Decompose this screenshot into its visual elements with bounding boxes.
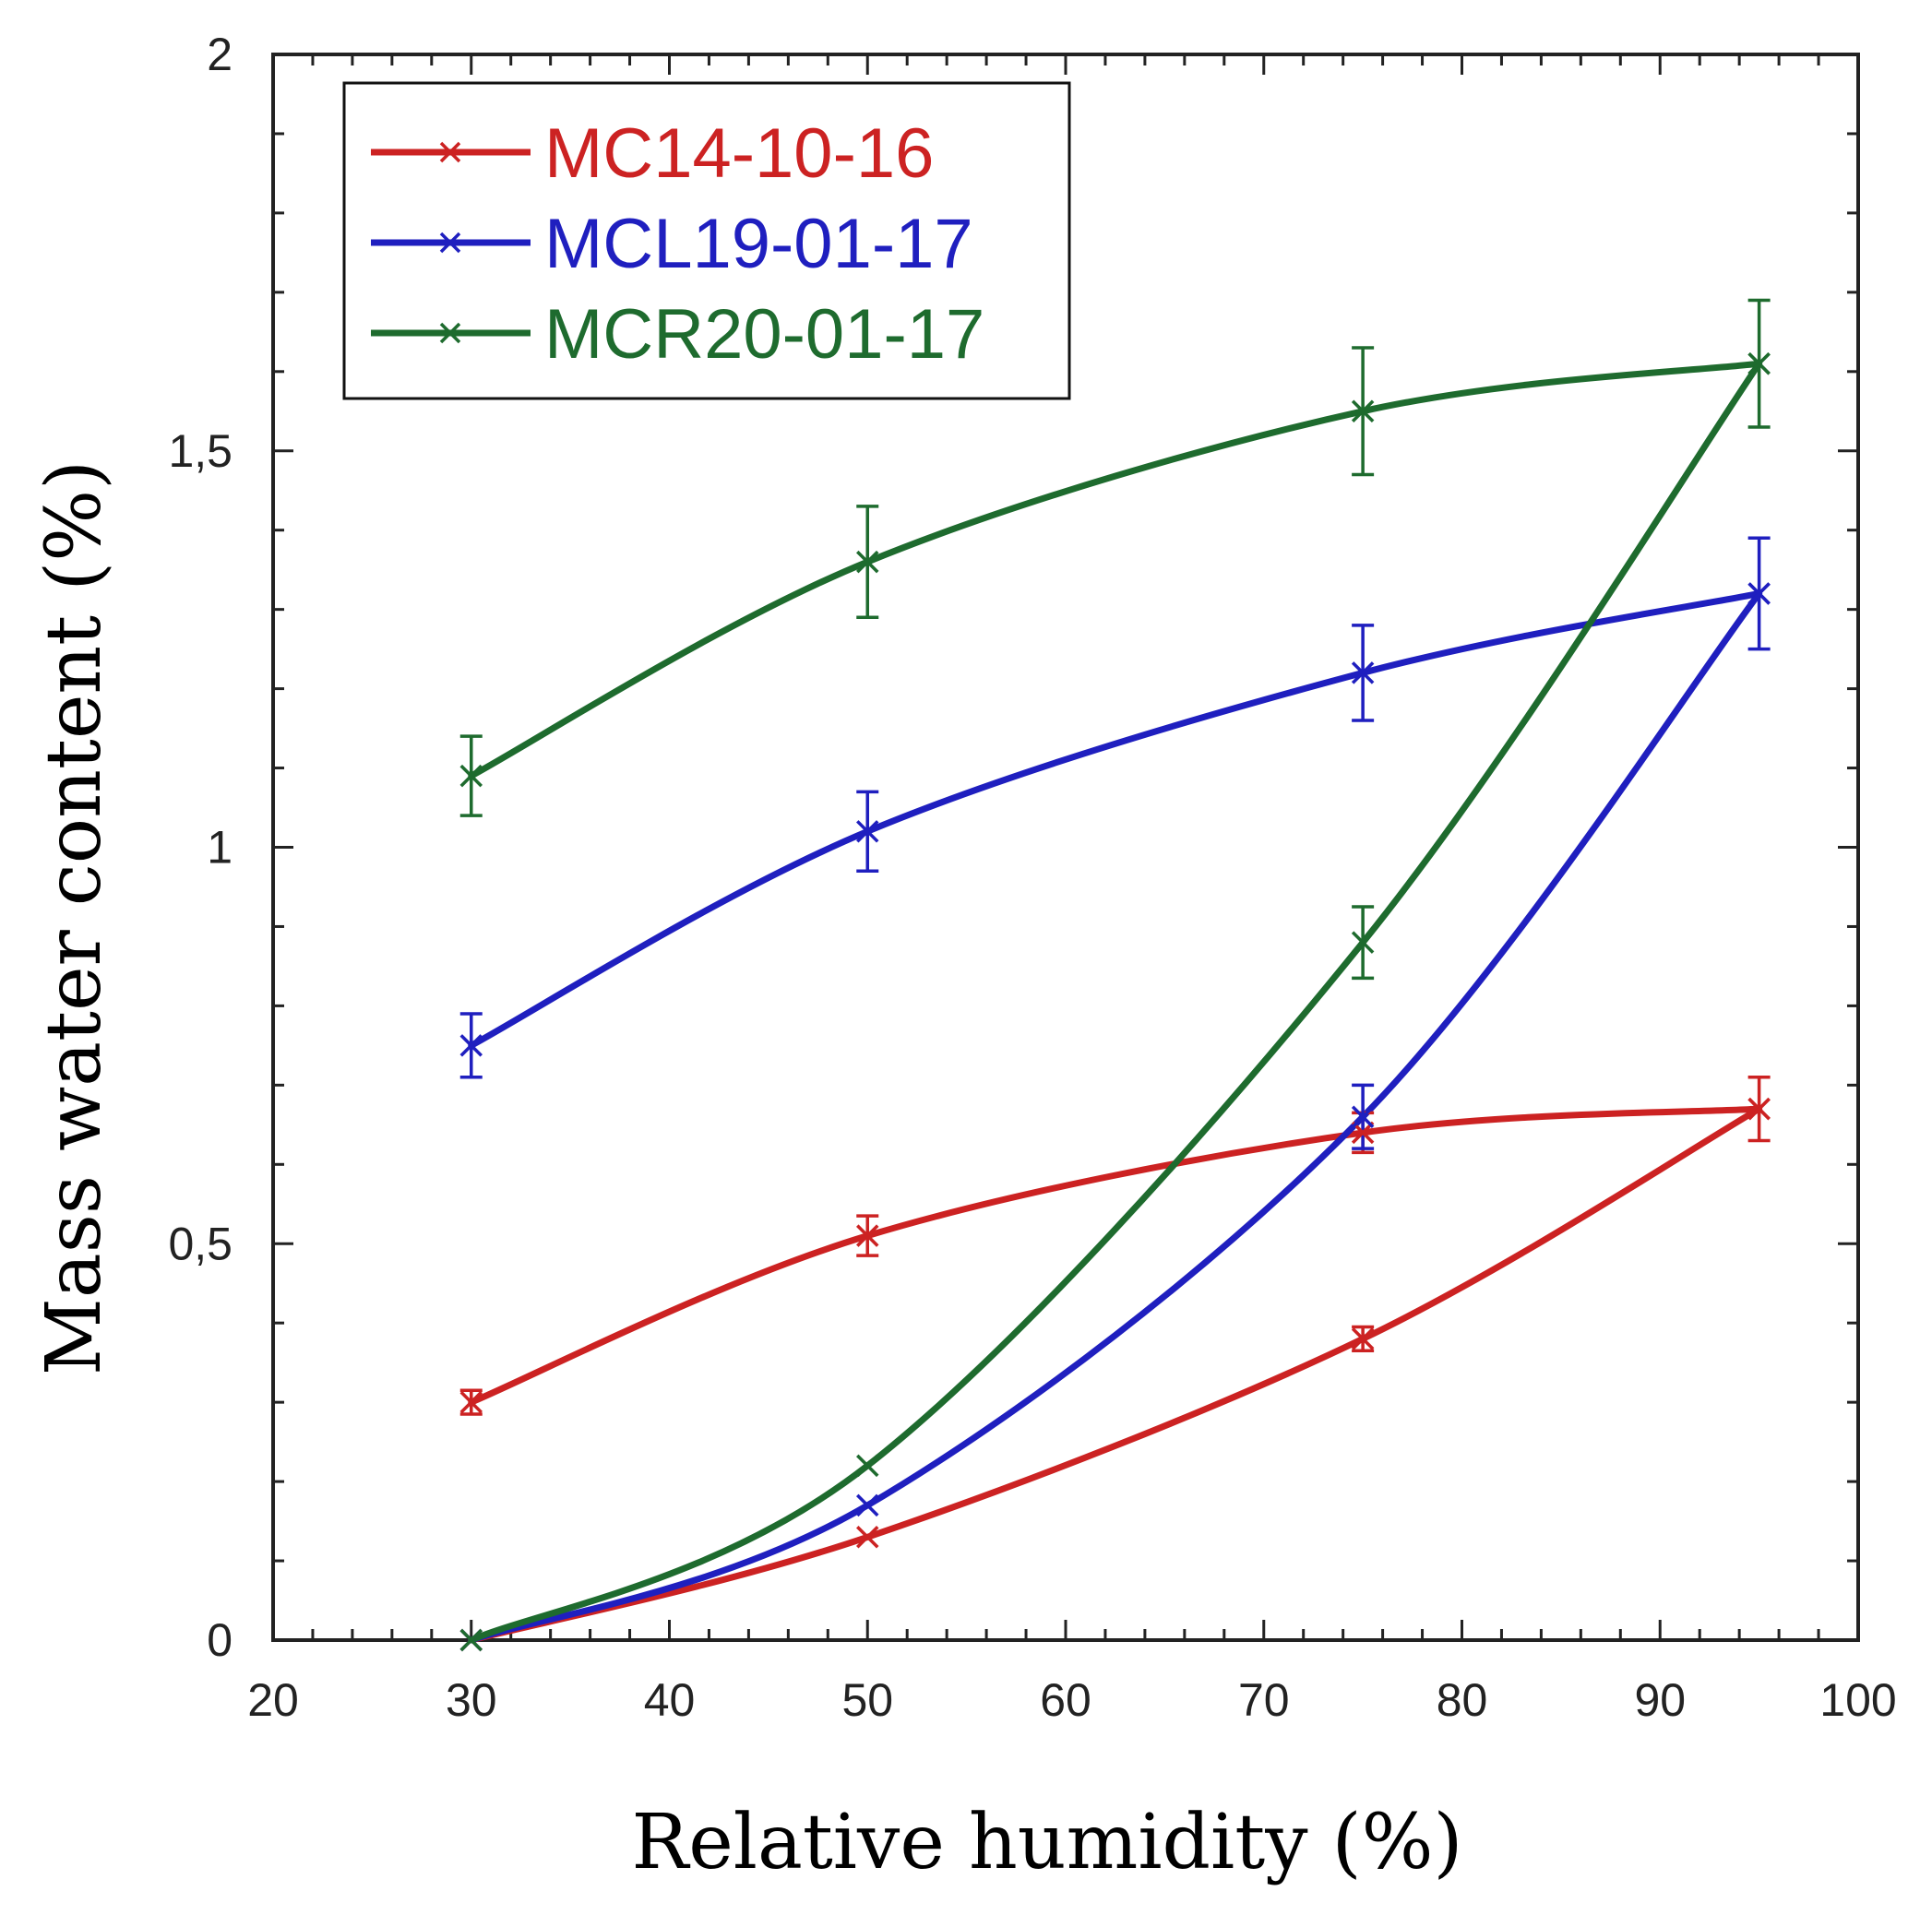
- series-1-marker: [856, 1224, 879, 1247]
- series-3-marker: [1351, 399, 1375, 423]
- series-3-marker: [856, 550, 879, 574]
- legend-items: MC14-10-16 MCL19-01-17 MCR20-01-17: [371, 114, 984, 374]
- series-2-marker: [856, 820, 879, 843]
- series-3-marker: [856, 1454, 879, 1478]
- x-tick-label: 90: [1634, 1674, 1686, 1726]
- series-1-marker: [1351, 1121, 1375, 1145]
- series-2-marker: [459, 1034, 483, 1057]
- y-tick-label: 0,5: [168, 1218, 233, 1269]
- series-curves: [468, 360, 1763, 1644]
- series-2-marker: [1351, 661, 1375, 684]
- tick-labels: 20 30 40 50 60 70 80 90 100 0 0,5 1 1,5 2: [168, 29, 1896, 1726]
- y-tick-label: 1,5: [168, 425, 233, 477]
- legend-label-2: MCL19-01-17: [544, 205, 973, 283]
- y-tick-label: 1: [207, 822, 233, 874]
- x-tick-label: 40: [644, 1674, 696, 1726]
- y-tick-label: 0: [207, 1614, 233, 1666]
- series-2-desorption-line: [468, 589, 1763, 1049]
- x-tick-label: 60: [1040, 1674, 1091, 1726]
- x-axis-title: Relative humidity (%): [631, 1799, 1462, 1886]
- series-2-adsorption-line: [468, 589, 1763, 1644]
- series-1-marker: [1351, 1327, 1375, 1350]
- axis-ticks: [271, 53, 1860, 1642]
- series-3-desorption-line: [468, 360, 1763, 779]
- x-tick-label: 70: [1238, 1674, 1290, 1726]
- error-bars: [459, 298, 1771, 1416]
- data-markers: [459, 351, 1771, 1652]
- legend-marker-1: [439, 141, 461, 163]
- legend-label-1: MC14-10-16: [544, 114, 934, 193]
- x-tick-label: 80: [1437, 1674, 1488, 1726]
- x-tick-label: 30: [446, 1674, 497, 1726]
- x-tick-label: 100: [1819, 1674, 1896, 1726]
- y-tick-label: 2: [207, 29, 233, 80]
- legend-marker-2: [439, 232, 461, 254]
- x-tick-label: 50: [841, 1674, 893, 1726]
- series-3-marker: [459, 764, 483, 788]
- legend: MC14-10-16 MCL19-01-17 MCR20-01-17: [342, 81, 1071, 400]
- series-3-marker: [459, 1628, 483, 1652]
- series-1-desorption-line: [468, 1105, 1763, 1406]
- series-3-adsorption-line: [468, 360, 1763, 1644]
- series-2-marker: [1747, 582, 1771, 605]
- y-axis-title: Mass water content (%): [30, 460, 118, 1375]
- series-2-marker: [856, 1493, 879, 1517]
- series-1-marker: [856, 1526, 879, 1549]
- series-3-marker: [1747, 351, 1771, 375]
- series-1-marker: [459, 1390, 483, 1414]
- series-1-adsorption-line: [468, 1105, 1763, 1644]
- x-tick-label: 20: [247, 1674, 299, 1726]
- legend-label-3: MCR20-01-17: [544, 295, 984, 374]
- legend-marker-3: [439, 322, 461, 344]
- series-1-marker: [1747, 1097, 1771, 1121]
- series-2-marker: [1351, 1105, 1375, 1128]
- series-3-marker: [1351, 931, 1375, 954]
